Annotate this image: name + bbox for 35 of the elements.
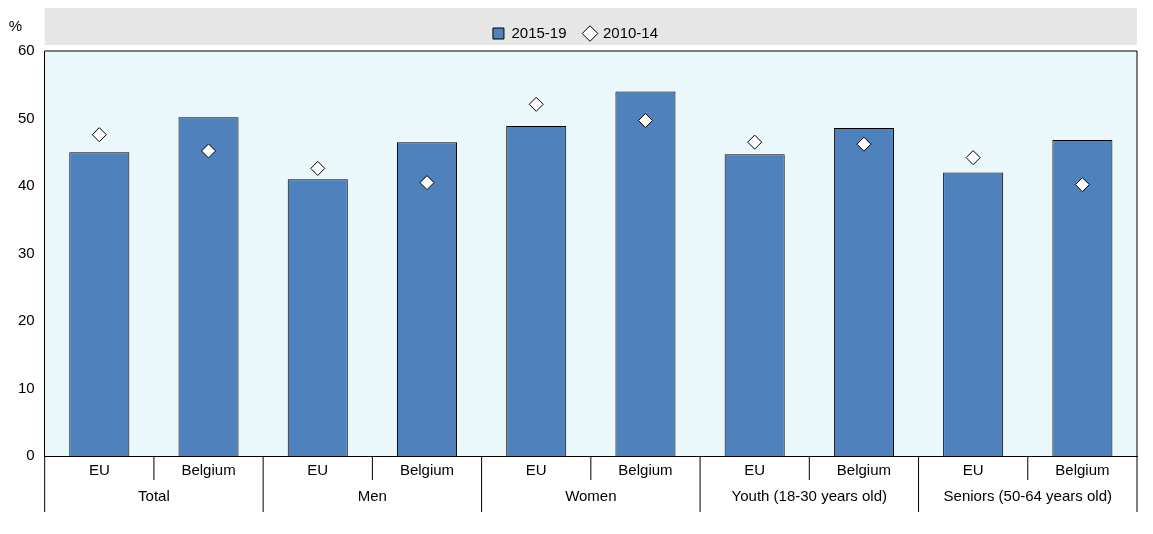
text: Youth (18-30 years old)	[731, 487, 887, 505]
x-tick-label: Belgium	[181, 461, 236, 479]
legend-label: 2010-14	[603, 23, 659, 41]
x-tick-label: Belgium	[399, 461, 455, 479]
point	[856, 136, 872, 152]
point	[201, 143, 217, 159]
y-tick-label: 0	[26, 446, 35, 464]
legend-label: 2015-19	[511, 23, 567, 41]
y-tick-label: 50	[18, 108, 35, 126]
text: Seniors (50-64 years old)	[943, 487, 1112, 505]
text: Men	[357, 487, 387, 505]
x-tick-label: EU	[962, 461, 984, 479]
point	[965, 150, 981, 166]
point	[528, 96, 544, 112]
x-tick-label: EU	[525, 461, 547, 479]
text: Total	[138, 487, 170, 505]
y-tick-label: 30	[18, 243, 35, 261]
point	[310, 160, 326, 176]
y-tick-label: 20	[18, 311, 35, 329]
x-tick-label: Belgium	[1055, 461, 1110, 479]
y-tick-label: 10	[18, 378, 35, 396]
point	[637, 113, 653, 129]
y-axis-title: %	[8, 17, 23, 35]
y-tick-label: 40	[18, 176, 35, 194]
x-tick-label: EU	[744, 461, 766, 479]
point	[91, 127, 107, 143]
point	[419, 175, 435, 191]
x-tick-label: Belgium	[836, 461, 892, 479]
x-tick-label: EU	[88, 461, 110, 479]
point	[747, 134, 763, 150]
point	[1074, 177, 1090, 193]
x-tick-label: Belgium	[618, 461, 673, 479]
x-tick-label: EU	[307, 461, 329, 479]
text: Women	[565, 487, 617, 505]
y-tick-label: 60	[18, 41, 35, 59]
